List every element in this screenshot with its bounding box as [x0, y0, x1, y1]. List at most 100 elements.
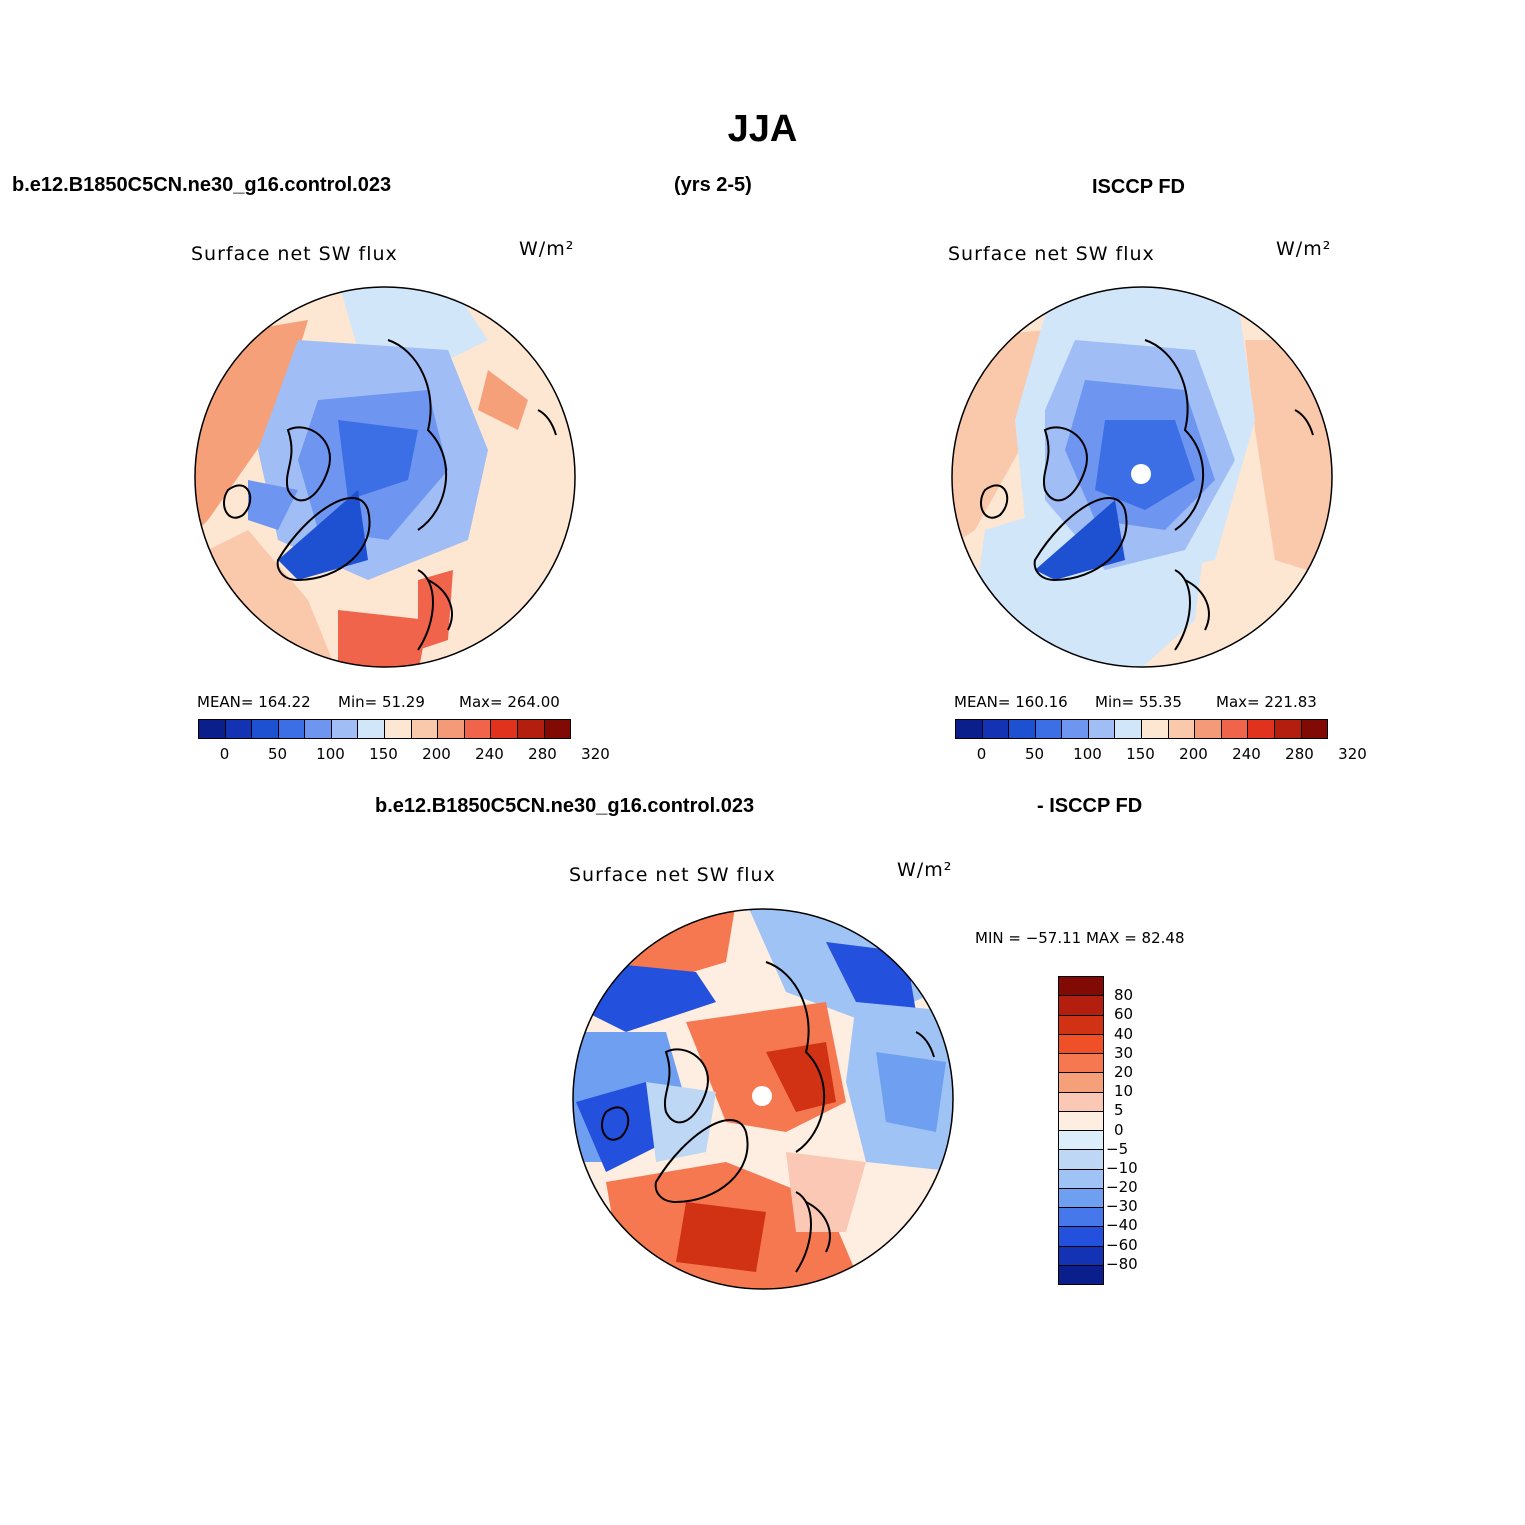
colorbar-swatch	[1301, 720, 1328, 738]
colorbar-tick-label: 200	[1179, 745, 1208, 763]
colorbar-tick-label: −40	[1106, 1216, 1138, 1235]
obs-min: Min= 55.35	[1095, 693, 1182, 711]
colorbar-tick-label: 0	[1114, 1120, 1124, 1139]
colorbar-tick-label: 10	[1114, 1082, 1134, 1101]
colorbar-swatch	[517, 720, 545, 738]
colorbar-swatch	[438, 720, 465, 738]
diff-panel-title: Surface net SW flux	[569, 864, 776, 886]
model-panel-title: Surface net SW flux	[191, 243, 398, 265]
colorbar-swatch	[1059, 1131, 1103, 1151]
colorbar-tick-label: −80	[1106, 1254, 1138, 1273]
obs-map	[951, 286, 1333, 668]
colorbar-swatch	[1059, 1208, 1103, 1228]
colorbar-swatch	[1059, 1188, 1103, 1208]
colorbar-swatch	[1088, 720, 1116, 738]
diff-map	[572, 908, 954, 1290]
colorbar-tick-label: 280	[528, 745, 557, 763]
colorbar-tick-label: 60	[1114, 1005, 1134, 1024]
colorbar-swatch	[1059, 1227, 1103, 1247]
colorbar-tick-label: 5	[1114, 1101, 1124, 1120]
colorbar-swatch	[1062, 720, 1089, 738]
colorbar-swatch	[225, 720, 253, 738]
colorbar-tick-label: −60	[1106, 1235, 1138, 1254]
colorbar-tick-label: 150	[369, 745, 398, 763]
colorbar-tick-label: −20	[1106, 1178, 1138, 1197]
main-title: JJA	[727, 108, 798, 150]
colorbar-swatch	[1168, 720, 1196, 738]
obs-colorbar	[955, 719, 1328, 739]
model-mean: MEAN= 164.22	[197, 693, 311, 711]
colorbar-tick-label: 240	[1232, 745, 1261, 763]
colorbar-tick-label: 150	[1126, 745, 1155, 763]
colorbar-swatch	[1059, 1015, 1103, 1035]
model-panel-units: W/m²	[519, 238, 575, 260]
colorbar-swatch	[1059, 996, 1103, 1016]
colorbar-tick-label: 0	[976, 745, 987, 763]
colorbar-tick-label: 100	[1073, 745, 1102, 763]
colorbar-swatch	[1142, 720, 1169, 738]
years-label: (yrs 2-5)	[674, 174, 752, 196]
colorbar-tick-label: 240	[475, 745, 504, 763]
obs-panel-title: Surface net SW flux	[948, 243, 1155, 265]
colorbar-tick-label: 50	[1024, 745, 1045, 763]
colorbar-swatch	[411, 720, 439, 738]
diff-panel-units: W/m²	[897, 859, 953, 881]
colorbar-swatch	[491, 720, 518, 738]
colorbar-swatch	[1059, 977, 1103, 997]
colorbar-tick-label: 0	[219, 745, 230, 763]
diff-minmax: MIN = −57.11 MAX = 82.48	[975, 929, 1185, 947]
colorbar-swatch	[1059, 1265, 1103, 1284]
colorbar-swatch	[278, 720, 306, 738]
colorbar-swatch	[956, 720, 983, 738]
colorbar-swatch	[1248, 720, 1275, 738]
colorbar-tick-label: 320	[1338, 745, 1367, 763]
colorbar-tick-label: −30	[1106, 1197, 1138, 1216]
colorbar-swatch	[464, 720, 492, 738]
model-map	[194, 286, 576, 668]
diff-colorbar	[1058, 976, 1104, 1285]
colorbar-swatch	[331, 720, 359, 738]
colorbar-tick-label: 280	[1285, 745, 1314, 763]
colorbar-tick-label: 200	[422, 745, 451, 763]
colorbar-swatch	[385, 720, 412, 738]
colorbar-swatch	[1059, 1092, 1103, 1112]
colorbar-swatch	[199, 720, 226, 738]
model-colorbar	[198, 719, 571, 739]
colorbar-tick-label: 40	[1114, 1024, 1134, 1043]
obs-name: ISCCP FD	[1092, 176, 1185, 198]
diff-obs-name: - ISCCP FD	[1037, 795, 1143, 817]
colorbar-swatch	[252, 720, 279, 738]
colorbar-tick-label: −5	[1106, 1139, 1129, 1158]
colorbar-tick-label: 30	[1114, 1043, 1134, 1062]
colorbar-swatch	[358, 720, 386, 738]
colorbar-swatch	[1059, 1111, 1103, 1131]
colorbar-swatch	[1059, 1169, 1103, 1189]
colorbar-swatch	[1195, 720, 1222, 738]
colorbar-swatch	[1059, 1034, 1103, 1054]
obs-panel-units: W/m²	[1276, 238, 1332, 260]
model-max: Max= 264.00	[459, 693, 560, 711]
colorbar-swatch	[1059, 1054, 1103, 1074]
colorbar-tick-label: 80	[1114, 986, 1134, 1005]
model-min: Min= 51.29	[338, 693, 425, 711]
colorbar-swatch	[1059, 1073, 1103, 1093]
case-name: b.e12.B1850C5CN.ne30_g16.control.023	[12, 174, 392, 196]
colorbar-tick-label: 320	[581, 745, 610, 763]
obs-mean: MEAN= 160.16	[954, 693, 1068, 711]
colorbar-swatch	[1059, 1150, 1103, 1170]
colorbar-tick-label: 20	[1114, 1062, 1134, 1081]
colorbar-swatch	[544, 720, 571, 738]
colorbar-swatch	[1009, 720, 1036, 738]
colorbar-tick-label: 50	[267, 745, 288, 763]
colorbar-tick-label: 100	[316, 745, 345, 763]
obs-max: Max= 221.83	[1216, 693, 1317, 711]
colorbar-swatch	[1059, 1246, 1103, 1266]
colorbar-swatch	[1115, 720, 1143, 738]
colorbar-swatch	[982, 720, 1010, 738]
colorbar-tick-label: −10	[1106, 1158, 1138, 1177]
diff-case-name: b.e12.B1850C5CN.ne30_g16.control.023	[375, 795, 755, 817]
colorbar-swatch	[305, 720, 332, 738]
colorbar-swatch	[1221, 720, 1249, 738]
colorbar-swatch	[1035, 720, 1063, 738]
colorbar-swatch	[1274, 720, 1302, 738]
